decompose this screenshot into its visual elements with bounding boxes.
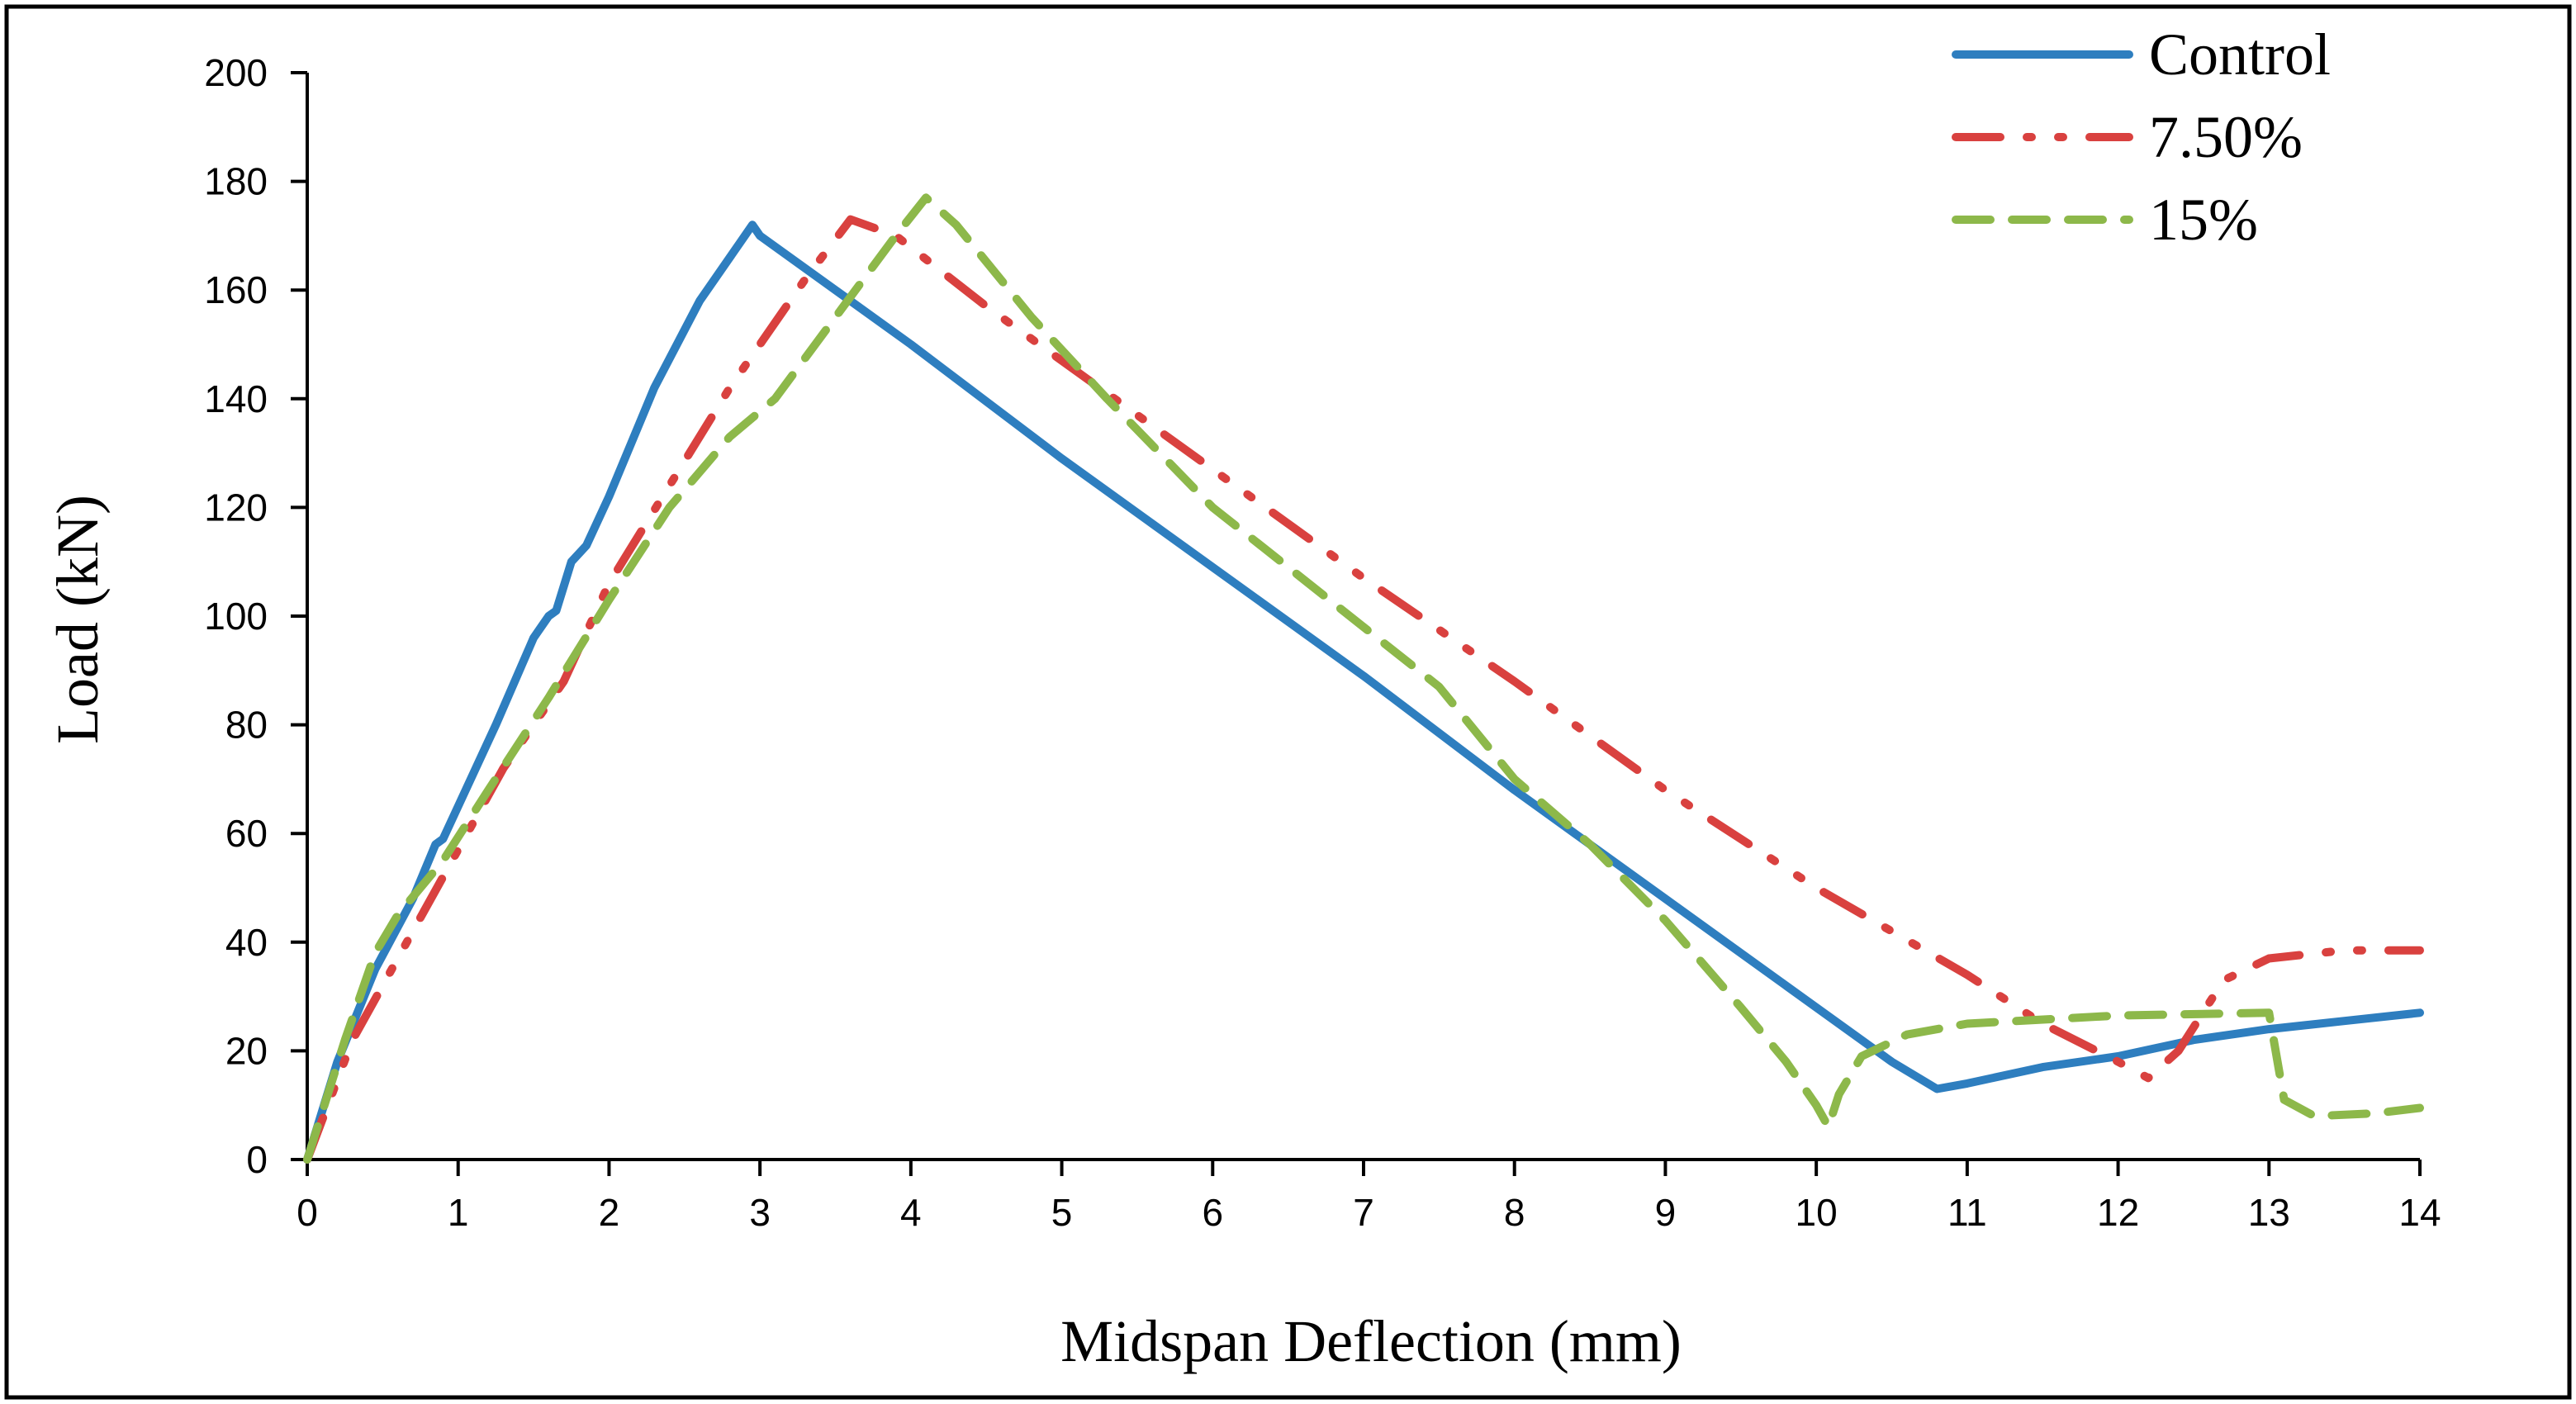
tick-labels: 0 1 2 3 4 5 6 7 8 9 10 11 12 13 1402040608010012014016… [204, 51, 2441, 1234]
y-tick-label: 120 [204, 486, 268, 529]
x-tick-label: 11 [1947, 1191, 1987, 1234]
y-tick-label: 180 [204, 160, 268, 203]
x-tick-label: 3 [749, 1191, 771, 1234]
x-tick-label: 7 [1353, 1191, 1374, 1234]
x-tick-label: 4 [900, 1191, 922, 1234]
y-tick-label: 100 [204, 595, 268, 638]
legend-label-1: 7.50% [2149, 104, 2303, 170]
x-tick-label: 8 [1504, 1191, 1525, 1234]
x-tick-label: 1 [448, 1191, 469, 1234]
y-tick-label: 200 [204, 51, 268, 94]
y-tick-label: 140 [204, 377, 268, 420]
series-layer [303, 193, 2424, 1164]
legend-label-0: Control [2149, 21, 2331, 88]
series-line-1 [303, 215, 2424, 1164]
x-tick-label: 2 [599, 1191, 620, 1234]
y-tick-label: 160 [204, 268, 268, 311]
legend-label-2: 15% [2149, 187, 2258, 253]
series-line-0 [303, 221, 2424, 1164]
y-tick-label: 20 [225, 1029, 268, 1072]
legend: Control 7.50% 15% [1952, 21, 2331, 253]
y-axis-title: Load (kN) [45, 495, 111, 744]
x-tick-label: 12 [2097, 1191, 2139, 1234]
series-line-2 [303, 193, 2424, 1164]
x-tick-label: 5 [1051, 1191, 1073, 1234]
x-tick-label: 0 [297, 1191, 318, 1234]
chart-border [4, 4, 2572, 1400]
y-tick-label: 60 [225, 812, 268, 855]
x-axis-title: Midspan Deflection (mm) [1060, 1308, 1682, 1374]
x-tick-label: 10 [1796, 1191, 1838, 1234]
y-tick-label: 40 [225, 921, 268, 964]
axes [291, 71, 2422, 1176]
x-tick-label: 14 [2398, 1191, 2441, 1234]
x-tick-label: 6 [1202, 1191, 1223, 1234]
x-tick-label: 13 [2248, 1191, 2290, 1234]
y-tick-label: 0 [246, 1138, 268, 1181]
y-tick-label: 80 [225, 704, 268, 747]
x-tick-label: 9 [1655, 1191, 1677, 1234]
